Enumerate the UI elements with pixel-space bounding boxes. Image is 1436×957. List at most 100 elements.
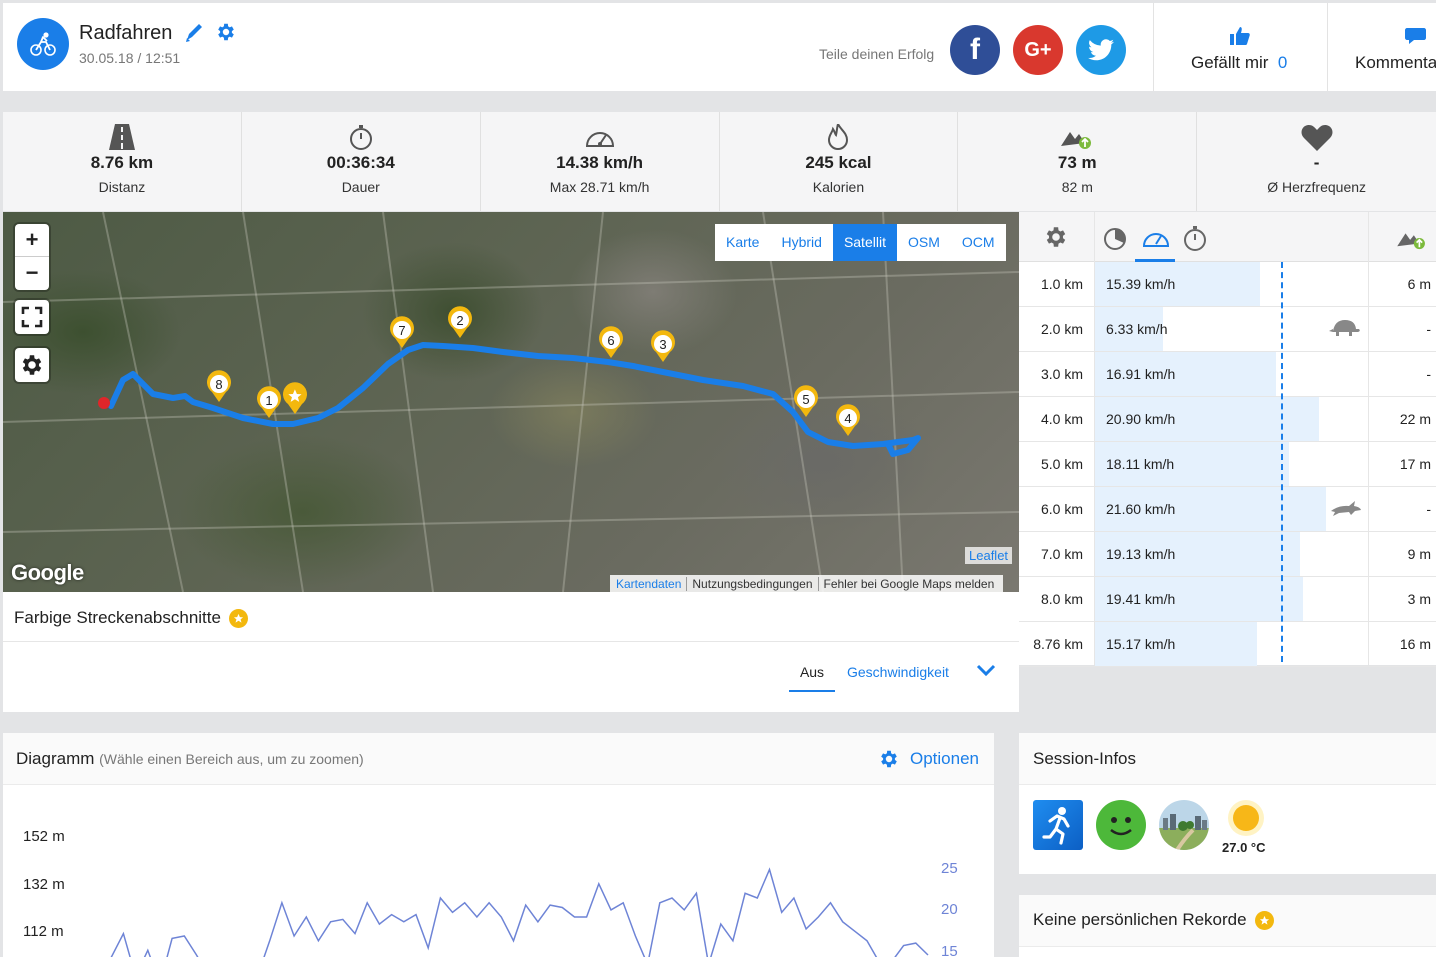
split-speed-bar xyxy=(1095,622,1257,666)
records-title: Keine persönlichen Rekorde xyxy=(1033,910,1274,930)
map-settings-button[interactable] xyxy=(15,348,49,382)
split-row[interactable]: 5.0 km 18.11 km/h 17 m xyxy=(1019,442,1436,487)
diagram-header: Diagramm (Wähle einen Bereich aus, um zu… xyxy=(3,733,994,785)
flame-icon xyxy=(720,124,958,152)
stat-value: 14.38 km/h xyxy=(556,153,644,172)
map-data-link[interactable]: Kartendaten xyxy=(616,577,682,591)
split-speed: 16.91 km/h xyxy=(1106,366,1176,382)
diagram-hint: (Wähle einen Bereich aus, um zu zoomen) xyxy=(99,751,364,767)
smiley-icon xyxy=(1096,800,1146,850)
google-plus-share-button[interactable]: G+ xyxy=(1013,25,1063,75)
y-left-tick: 112 m xyxy=(23,923,64,940)
split-distance: 6.0 km xyxy=(1040,501,1083,517)
km-marker[interactable]: 7 xyxy=(390,316,414,348)
session-title: Session-Infos xyxy=(1033,749,1136,768)
split-row[interactable]: 3.0 km 16.91 km/h - xyxy=(1019,352,1436,397)
segments-title-text: Farbige Streckenabschnitte xyxy=(14,608,221,627)
stat-distance: 8.76 km Distanz xyxy=(3,112,242,211)
y-left-tick: 152 m xyxy=(23,828,65,845)
pencil-icon[interactable] xyxy=(184,22,204,44)
split-speed-bar xyxy=(1095,442,1289,486)
options-button[interactable]: Optionen xyxy=(878,748,979,770)
km-marker[interactable]: 8 xyxy=(207,370,231,402)
stopwatch-icon[interactable] xyxy=(1183,225,1207,256)
colored-segments-panel: Farbige Streckenabschnitte Aus Geschwind… xyxy=(3,592,1019,712)
km-marker-label: 7 xyxy=(398,323,405,338)
map-layer-switcher: Karte Hybrid Satellit OSM OCM xyxy=(715,224,1006,261)
split-row[interactable]: 4.0 km 20.90 km/h 22 m xyxy=(1019,397,1436,442)
split-elevation: 17 m xyxy=(1399,456,1431,472)
temperature-value: 27.0 °C xyxy=(1222,840,1266,855)
facebook-share-button[interactable]: f xyxy=(950,25,1000,75)
layer-karte[interactable]: Karte xyxy=(726,234,760,250)
split-speed-bar xyxy=(1095,532,1300,576)
cycling-icon xyxy=(17,18,69,70)
y-left-tick: 132 m xyxy=(23,876,65,893)
layer-osm[interactable]: OSM xyxy=(907,234,940,250)
star-icon xyxy=(1254,910,1274,930)
split-elevation: - xyxy=(1426,501,1431,517)
twitter-share-button[interactable] xyxy=(1076,25,1126,75)
km-marker[interactable]: 1 xyxy=(257,386,281,418)
gear-icon[interactable] xyxy=(215,21,237,43)
km-marker[interactable]: 2 xyxy=(448,306,472,338)
split-row[interactable]: 6.0 km 21.60 km/h - xyxy=(1019,487,1436,532)
split-elevation: - xyxy=(1426,366,1431,382)
zoom-out-button[interactable]: − xyxy=(25,260,39,285)
records-header: Keine persönlichen Rekorde xyxy=(1019,895,1436,947)
split-row[interactable]: 1.0 km 15.39 km/h 6 m xyxy=(1019,262,1436,307)
records-panel: Keine persönlichen Rekorde xyxy=(1019,895,1436,957)
twitter-icon xyxy=(1088,39,1114,61)
layer-hybrid[interactable]: Hybrid xyxy=(781,234,822,250)
km-marker[interactable]: 5 xyxy=(794,385,818,417)
stat-label: Ø Herzfrequenz xyxy=(1267,179,1367,195)
route-line xyxy=(108,342,921,457)
chevron-down-icon[interactable] xyxy=(975,662,997,683)
map-overlay: 1 2 3 4 5 6 7 8 xyxy=(3,212,1019,592)
layer-satellit[interactable]: Satellit xyxy=(832,224,897,261)
comment-button[interactable]: Kommentare xyxy=(1355,53,1436,72)
speedometer-icon xyxy=(1142,233,1170,247)
divider xyxy=(1327,3,1328,91)
segment-option-speed[interactable]: Geschwindigkeit xyxy=(847,664,949,680)
stat-value: 00:36:34 xyxy=(326,153,395,172)
stat-duration: 00:36:34 Dauer xyxy=(242,112,481,211)
layer-ocm[interactable]: OCM xyxy=(961,234,995,250)
facebook-icon: f xyxy=(970,33,980,66)
stat-value: 73 m xyxy=(1057,153,1097,172)
gear-icon[interactable] xyxy=(1043,224,1069,255)
like-label[interactable]: Gefällt mir 0 xyxy=(1191,53,1287,73)
route-map[interactable]: 1 2 3 4 5 6 7 8 + − Karte Hybrid Satellit OSM O… xyxy=(3,212,1019,592)
split-distance: 8.76 km xyxy=(1033,636,1083,652)
leaflet-link[interactable]: Leaflet xyxy=(965,547,1013,564)
km-marker[interactable]: 3 xyxy=(651,330,675,362)
star-marker[interactable] xyxy=(283,382,307,414)
km-marker[interactable]: 4 xyxy=(836,404,860,436)
split-speed: 20.90 km/h xyxy=(1106,411,1176,427)
segments-title: Farbige Streckenabschnitte xyxy=(14,608,248,628)
split-row[interactable]: 2.0 km 6.33 km/h - xyxy=(1019,307,1436,352)
split-elevation: - xyxy=(1426,321,1431,337)
stat-label: Max 28.71 km/h xyxy=(549,179,650,195)
split-speed: 15.39 km/h xyxy=(1106,276,1176,292)
split-row[interactable]: 7.0 km 19.13 km/h 9 m xyxy=(1019,532,1436,577)
road-icon xyxy=(3,124,241,152)
terms-link[interactable]: Nutzungsbedingungen xyxy=(686,577,817,591)
stat-value: - xyxy=(1313,153,1320,172)
split-speed: 15.17 km/h xyxy=(1106,636,1176,652)
report-error-link[interactable]: Fehler bei Google Maps melden xyxy=(817,577,1000,591)
pace-icon[interactable] xyxy=(1103,226,1127,255)
sun-icon xyxy=(1228,800,1264,836)
split-elevation: 9 m xyxy=(1407,546,1431,562)
km-marker[interactable]: 6 xyxy=(599,326,623,358)
zoom-in-button[interactable]: + xyxy=(15,224,49,257)
google-logo: Google xyxy=(11,560,84,585)
stat-heart-rate: - Ø Herzfrequenz xyxy=(1197,112,1436,211)
segment-option-off[interactable]: Aus xyxy=(789,664,835,692)
elevation-icon[interactable] xyxy=(1396,226,1428,255)
tab-speed[interactable] xyxy=(1135,212,1175,262)
split-row[interactable]: 8.76 km 15.17 km/h 16 m xyxy=(1019,622,1436,667)
fullscreen-button[interactable] xyxy=(15,300,49,334)
elevation-speed-chart[interactable]: 152 m 132 m 112 m 25 20 15 xyxy=(3,786,994,957)
split-row[interactable]: 8.0 km 19.41 km/h 3 m xyxy=(1019,577,1436,622)
